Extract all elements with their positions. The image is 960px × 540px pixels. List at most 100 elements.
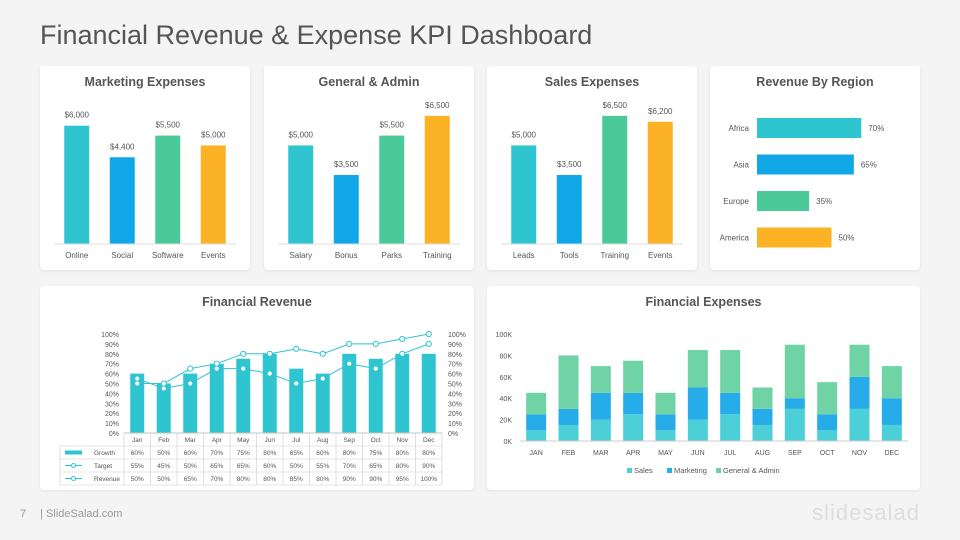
revenue-table-cell: 80%: [396, 450, 409, 457]
expenses-ytick: 20K: [500, 418, 513, 425]
revenue-revenue-point: [399, 335, 406, 343]
revenue-target-point: [134, 375, 141, 382]
expenses-xtick: JUL: [724, 450, 737, 457]
revenue-table-cell: 100%: [420, 476, 437, 483]
revenue-table-header: Mar: [185, 437, 197, 444]
revenue-legend-label: Target: [94, 463, 112, 470]
revenue-ytick-left: 60%: [105, 372, 119, 379]
site-link[interactable]: | SlideSalad.com: [40, 508, 123, 520]
revenue-growth-bar: [289, 368, 304, 433]
region-bar: [757, 227, 832, 248]
region-bar: [757, 191, 810, 211]
brand-logo: slidesalad: [812, 500, 920, 525]
revenue-target-point: [372, 365, 379, 372]
marketing-data-label: $4,400: [110, 142, 135, 151]
revenue-table-header: Dec: [423, 437, 435, 444]
revenue-growth-bar: [262, 353, 277, 433]
sales-tick-label: Events: [648, 251, 672, 260]
revenue-table-cell: 50%: [131, 476, 144, 483]
marketing-expenses-card: Marketing Expenses $6,000 Online $4,400 Soc…: [40, 66, 250, 270]
revenue-table-header: Aug: [317, 437, 329, 444]
marketing-data-label: $6,000: [65, 111, 90, 120]
marketing-data-label: $5,500: [156, 121, 181, 130]
region-data-label: 50%: [839, 234, 855, 243]
revenue-table-cell: 70%: [210, 450, 223, 457]
revenue-table-cell: 65%: [369, 463, 382, 470]
expenses-xtick: OCT: [820, 450, 836, 457]
revenue-legend-marker-target: [71, 463, 76, 468]
expenses-legend-label: General & Admin: [723, 466, 780, 475]
general-tick-label: Salary: [289, 251, 312, 260]
revenue-by-region-card: Revenue By Region Africa 70% Asia 65% Europe…: [710, 66, 920, 270]
revenue-table-cell: 90%: [422, 463, 435, 470]
revenue-revenue-point: [187, 365, 194, 372]
revenue-table-cell: 45%: [157, 463, 170, 470]
page-number: 7: [20, 508, 27, 520]
expenses-ytick: 100K: [496, 332, 513, 339]
revenue-growth-bar: [236, 358, 251, 433]
expenses-bar-sales: [558, 424, 579, 441]
revenue-target-line: [137, 343, 429, 389]
expenses-bar-sales: [687, 419, 708, 441]
revenue-table-cell: 65%: [184, 476, 197, 483]
revenue-target-point: [187, 380, 194, 387]
expenses-bar-sales: [655, 430, 676, 441]
region-tick-label: Europe: [723, 197, 749, 206]
marketing-bar: [200, 145, 226, 244]
expenses-bar-marketing: [817, 414, 838, 431]
sales-data-label: $6,500: [603, 101, 628, 110]
revenue-table-cell: 65%: [290, 450, 303, 457]
revenue-revenue-point: [213, 360, 220, 367]
revenue-growth-bar: [156, 383, 171, 433]
revenue-ytick-left: 50%: [105, 382, 119, 389]
revenue-growth-bar: [130, 373, 145, 433]
expenses-bar-marketing: [526, 414, 547, 431]
expenses-xtick: MAY: [658, 450, 673, 457]
revenue-ytick-right: 20%: [448, 411, 462, 418]
revenue-table-cell: 90%: [369, 476, 382, 483]
expenses-bar-marketing: [558, 408, 579, 425]
sales-bar: [511, 145, 537, 244]
expenses-bar-marketing: [687, 387, 708, 420]
revenue-table-cell: 60%: [316, 450, 329, 457]
expenses-xtick: MAR: [593, 450, 609, 457]
expenses-bar-general-admin: [881, 366, 902, 399]
sales-expenses-title: Sales Expenses: [544, 75, 640, 89]
revenue-ytick-left: 0%: [109, 431, 119, 438]
expenses-legend-swatch: [627, 468, 632, 473]
expenses-bar-general-admin: [849, 344, 870, 377]
revenue-ytick-left: 30%: [105, 401, 119, 408]
region-tick-label: Africa: [729, 124, 750, 133]
revenue-revenue-point: [425, 330, 432, 338]
revenue-table-cell: 50%: [290, 463, 303, 470]
revenue-ytick-right: 60%: [448, 372, 462, 379]
financial-expenses-title: Financial Expenses: [645, 295, 762, 309]
revenue-table-cell: 55%: [131, 463, 144, 470]
revenue-revenue-line: [137, 333, 429, 384]
revenue-table-header: Jul: [292, 437, 301, 444]
revenue-target-point: [213, 365, 220, 372]
expenses-legend-swatch: [716, 468, 721, 473]
marketing-data-label: $5,000: [201, 130, 226, 139]
revenue-table-cell: 65%: [210, 463, 223, 470]
revenue-growth-bar: [183, 373, 198, 433]
revenue-table-cell: 75%: [237, 450, 250, 457]
revenue-target-point: [399, 350, 406, 357]
general-bar: [288, 145, 314, 244]
financial-revenue-title: Financial Revenue: [202, 295, 312, 309]
revenue-growth-bar: [368, 358, 383, 433]
expenses-bar-marketing: [720, 392, 741, 415]
expenses-bar-sales: [526, 430, 547, 441]
marketing-tick-label: Social: [111, 251, 133, 260]
expenses-bar-sales: [881, 424, 902, 441]
sales-bar: [602, 115, 628, 244]
revenue-target-point: [240, 365, 247, 372]
expenses-bar-sales: [590, 419, 611, 441]
expenses-bar-marketing: [623, 392, 644, 415]
expenses-xtick: JAN: [530, 450, 543, 457]
footer: 7 | SlideSalad.com: [20, 508, 122, 520]
expenses-bar-general-admin: [720, 350, 741, 393]
revenue-revenue-point: [319, 350, 326, 357]
marketing-tick-label: Online: [65, 251, 89, 260]
expenses-bar-general-admin: [590, 366, 611, 393]
